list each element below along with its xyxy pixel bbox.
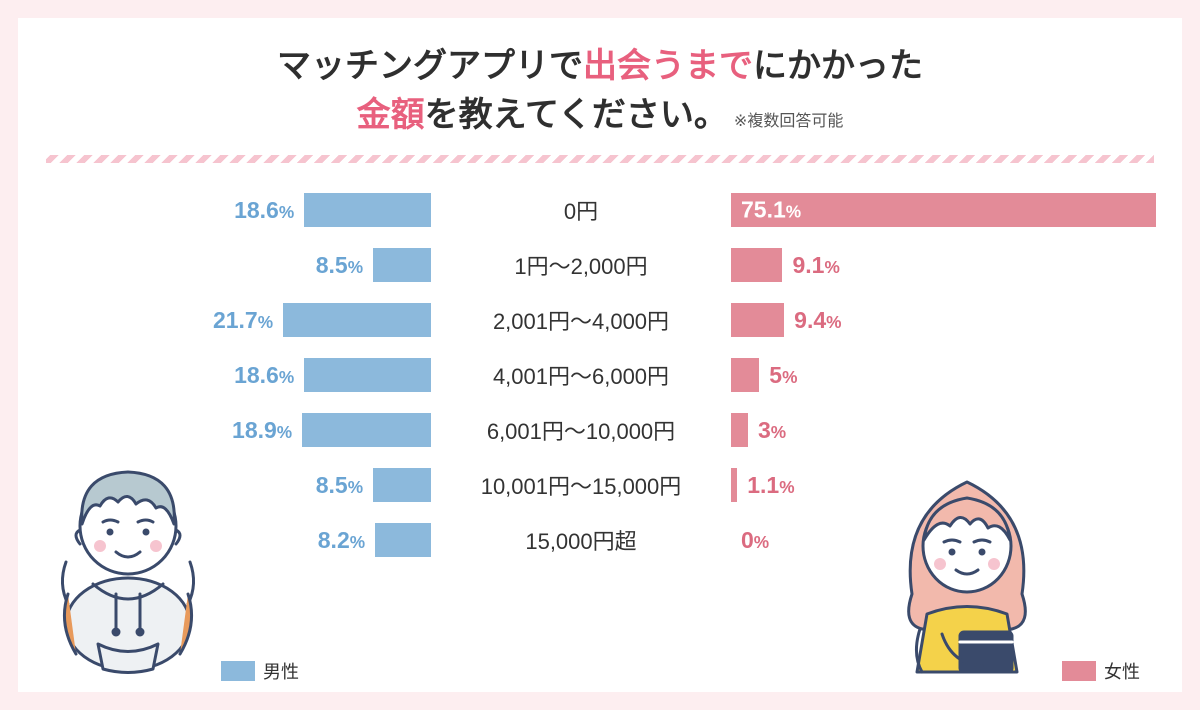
male-bar: [373, 468, 431, 502]
male-bar: [373, 248, 431, 282]
category-label: 4,001円〜6,000円: [431, 359, 731, 391]
title-part2: にかかった: [753, 47, 923, 85]
legend-female-swatch: [1062, 661, 1096, 681]
male-value: 8.2%: [318, 527, 365, 554]
legend-female: 女性: [1062, 658, 1140, 684]
female-value: 3%: [758, 417, 786, 444]
female-illustration-icon: [882, 454, 1052, 674]
category-label: 6,001円〜10,000円: [431, 414, 731, 446]
female-value: 9.4%: [794, 307, 841, 334]
male-value: 18.9%: [232, 417, 292, 444]
male-bar: [283, 303, 431, 337]
female-value: 1.1%: [747, 472, 794, 499]
category-label: 1円〜2,000円: [431, 249, 731, 281]
title-accent2: 金額: [357, 96, 425, 134]
male-value: 8.5%: [316, 472, 363, 499]
male-bar: [302, 413, 431, 447]
legend-male-label: 男性: [263, 658, 299, 684]
legend-male-swatch: [221, 661, 255, 681]
female-value: 5%: [769, 362, 797, 389]
male-value: 18.6%: [234, 197, 294, 224]
chart-row: 21.7% 2,001円〜4,000円 9.4%: [46, 293, 1154, 348]
infographic-card: マッチングアプリで出会うまでにかかった 金額を教えてください。 ※複数回答可能 1…: [18, 18, 1182, 692]
title-part3: を教えてください。: [425, 96, 728, 134]
category-label: 10,001円〜15,000円: [431, 469, 731, 501]
title-note: ※複数回答可能: [734, 113, 843, 130]
female-value: 75.1%: [741, 197, 801, 224]
female-bar: [731, 248, 782, 282]
female-bar: 75.1%: [731, 193, 1156, 227]
title-accent1: 出会うまで: [583, 47, 753, 85]
chart-row: 18.6% 0円 75.1%: [46, 183, 1154, 238]
female-bar: [731, 303, 784, 337]
title-part1: マッチングアプリで: [277, 47, 583, 85]
legend-male: 男性: [221, 658, 299, 684]
stripe-divider: [46, 155, 1154, 163]
category-label: 2,001円〜4,000円: [431, 304, 731, 336]
male-value: 18.6%: [234, 362, 294, 389]
category-label: 0円: [431, 194, 731, 226]
chart-row: 8.5% 1円〜2,000円 9.1%: [46, 238, 1154, 293]
male-value: 8.5%: [316, 252, 363, 279]
chart-title: マッチングアプリで出会うまでにかかった 金額を教えてください。 ※複数回答可能: [46, 42, 1154, 141]
female-value: 0%: [741, 527, 769, 554]
male-bar: [304, 358, 431, 392]
female-bar: [731, 358, 759, 392]
female-bar: [731, 468, 737, 502]
male-illustration-icon: [38, 444, 218, 674]
male-value: 21.7%: [213, 307, 273, 334]
male-bar: [304, 193, 431, 227]
female-value: 9.1%: [792, 252, 839, 279]
male-bar: [375, 523, 431, 557]
category-label: 15,000円超: [431, 524, 731, 556]
chart-row: 18.6% 4,001円〜6,000円 5%: [46, 348, 1154, 403]
female-bar: [731, 413, 748, 447]
legend-female-label: 女性: [1104, 658, 1140, 684]
